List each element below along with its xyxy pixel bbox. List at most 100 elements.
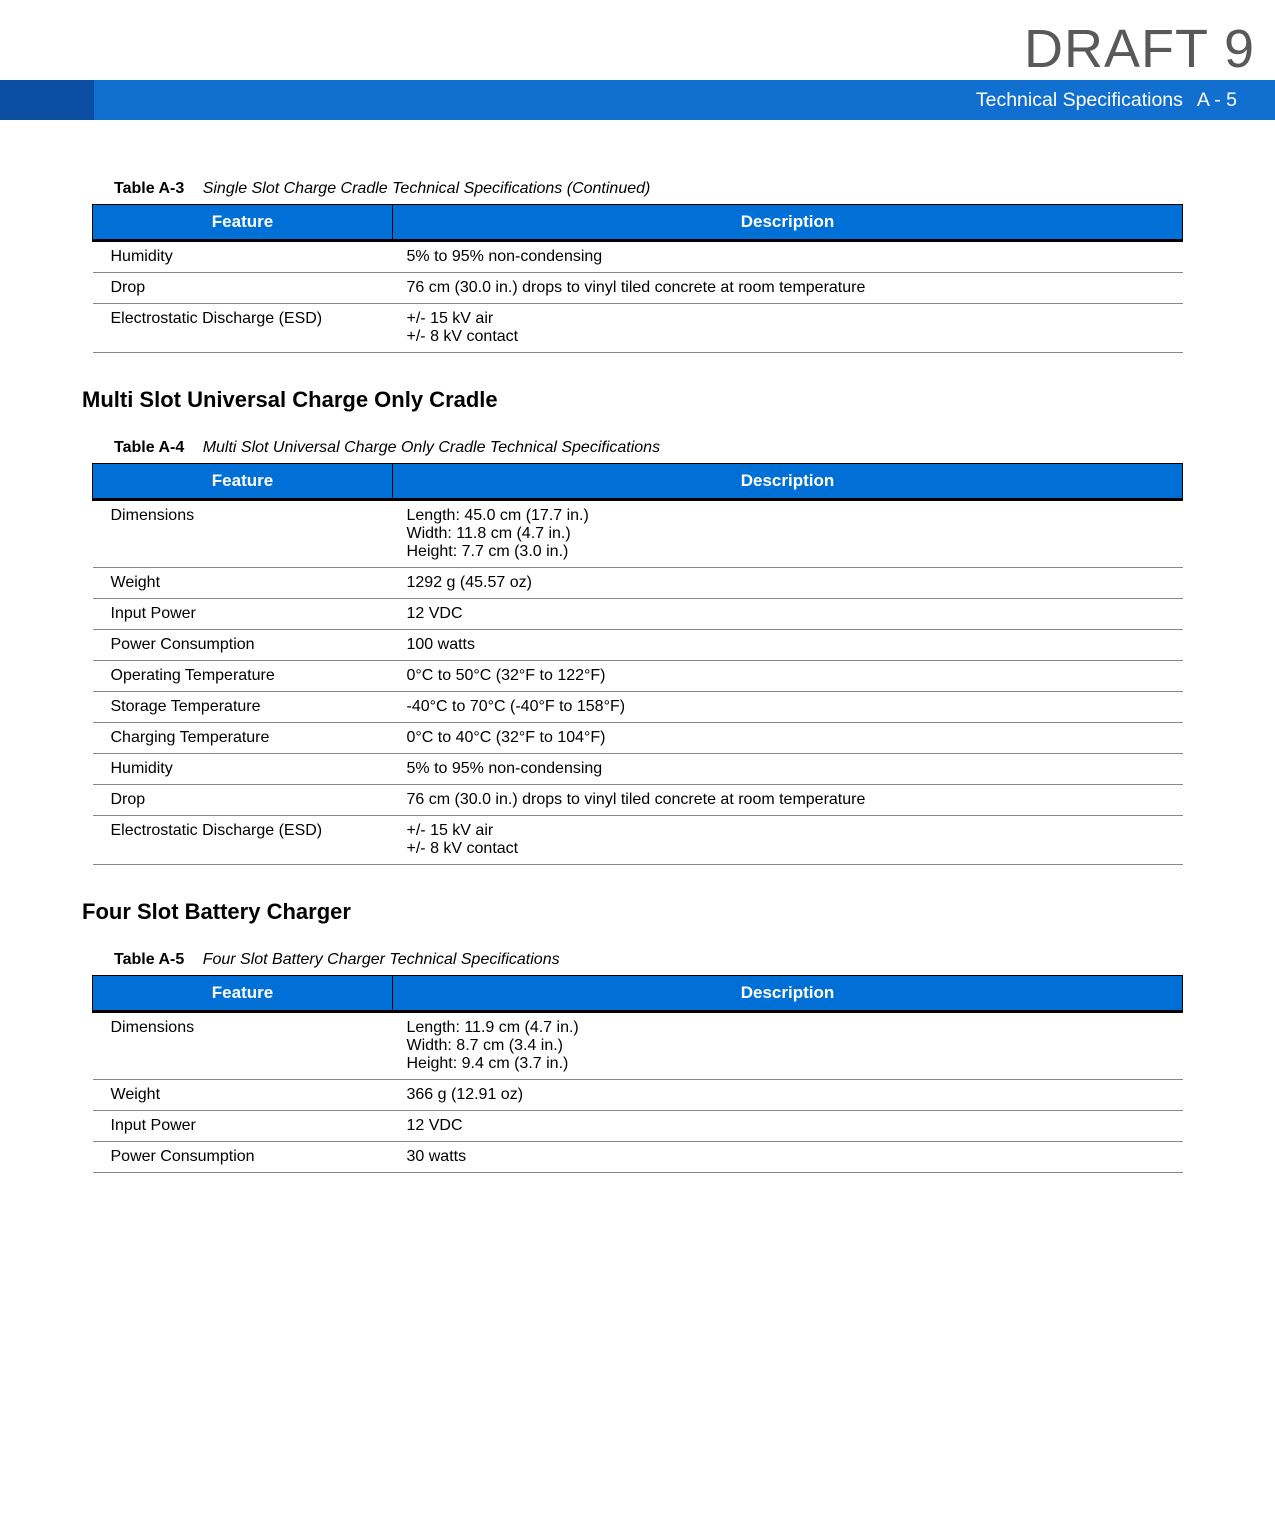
table-a3-col-desc: Description (393, 205, 1183, 241)
table-a5-label: Table A-5 (114, 951, 184, 968)
cell-feature: Dimensions (93, 500, 393, 568)
table-a4-body: DimensionsLength: 45.0 cm (17.7 in.)Widt… (93, 500, 1183, 865)
cell-feature: Input Power (93, 599, 393, 630)
cell-feature: Humidity (93, 754, 393, 785)
draft-watermark: DRAFT 9 (1024, 18, 1255, 80)
table-row: Operating Temperature 0°C to 50°C (32°F t… (93, 661, 1183, 692)
cell-feature: Dimensions (93, 1012, 393, 1080)
section-heading-multislot: Multi Slot Universal Charge Only Cradle (82, 387, 1183, 413)
table-row: Power Consumption 100 watts (93, 630, 1183, 661)
table-row: Drop 76 cm (30.0 in.) drops to vinyl tile… (93, 273, 1183, 304)
table-a5-title: Four Slot Battery Charger Technical Spec… (203, 951, 560, 968)
cell-feature: Storage Temperature (93, 692, 393, 723)
cell-feature: Power Consumption (93, 1142, 393, 1173)
table-a5-caption: Table A-5 Four Slot Battery Charger Tech… (114, 951, 1183, 969)
table-row: Charging Temperature 0°C to 40°C (32°F to… (93, 723, 1183, 754)
cell-feature: Humidity (93, 241, 393, 273)
header-page-number: A - 5 (1197, 89, 1237, 112)
table-a4-caption: Table A-4 Multi Slot Universal Charge On… (114, 439, 1183, 457)
desc-line: 0°C to 40°C (32°F to 104°F) (407, 729, 1173, 747)
cell-feature: Operating Temperature (93, 661, 393, 692)
desc-line: 0°C to 50°C (32°F to 122°F) (407, 667, 1173, 685)
cell-description: 12 VDC (393, 1111, 1183, 1142)
desc-line: 76 cm (30.0 in.) drops to vinyl tiled co… (407, 279, 1173, 297)
desc-line: 12 VDC (407, 1117, 1173, 1135)
cell-feature: Weight (93, 568, 393, 599)
table-row: Drop 76 cm (30.0 in.) drops to vinyl tile… (93, 785, 1183, 816)
table-a3-body: Humidity 5% to 95% non-condensing Drop 76 c… (93, 241, 1183, 353)
desc-line: Height: 9.4 cm (3.7 in.) (407, 1055, 1173, 1073)
desc-line: 100 watts (407, 636, 1173, 654)
table-row: DimensionsLength: 11.9 cm (4.7 in.)Width… (93, 1012, 1183, 1080)
header-accent (0, 80, 94, 120)
table-a5-col-feature: Feature (93, 976, 393, 1012)
cell-description: 5% to 95% non-condensing (393, 241, 1183, 273)
desc-line: Length: 45.0 cm (17.7 in.) (407, 507, 1173, 525)
desc-line: 12 VDC (407, 605, 1173, 623)
table-a4-label: Table A-4 (114, 439, 184, 456)
header-title-area: Technical Specifications A - 5 (94, 80, 1275, 120)
cell-description: 76 cm (30.0 in.) drops to vinyl tiled co… (393, 273, 1183, 304)
table-a3-caption: Table A-3 Single Slot Charge Cradle Tech… (114, 180, 1183, 198)
table-row: Humidity 5% to 95% non-condensing (93, 754, 1183, 785)
cell-feature: Weight (93, 1080, 393, 1111)
cell-description: 0°C to 40°C (32°F to 104°F) (393, 723, 1183, 754)
cell-description: 366 g (12.91 oz) (393, 1080, 1183, 1111)
table-row: Electrostatic Discharge (ESD)+/- 15 kV a… (93, 304, 1183, 353)
table-row: Input Power 12 VDC (93, 599, 1183, 630)
desc-line: +/- 15 kV air (407, 310, 1173, 328)
table-row: Weight 1292 g (45.57 oz) (93, 568, 1183, 599)
table-a4-col-feature: Feature (93, 464, 393, 500)
desc-line: -40°C to 70°C (-40°F to 158°F) (407, 698, 1173, 716)
cell-description: 12 VDC (393, 599, 1183, 630)
table-a4: Feature Description DimensionsLength: 45… (92, 463, 1183, 865)
cell-description: 1292 g (45.57 oz) (393, 568, 1183, 599)
cell-description: 0°C to 50°C (32°F to 122°F) (393, 661, 1183, 692)
desc-line: +/- 8 kV contact (407, 328, 1173, 346)
table-row: Storage Temperature -40°C to 70°C (-40°F … (93, 692, 1183, 723)
cell-description: +/- 15 kV air+/- 8 kV contact (393, 304, 1183, 353)
desc-line: 366 g (12.91 oz) (407, 1086, 1173, 1104)
table-a5-col-desc: Description (393, 976, 1183, 1012)
cell-description: 100 watts (393, 630, 1183, 661)
table-a5: Feature Description Dimensions Length: 11… (92, 975, 1183, 1173)
cell-description: 5% to 95% non-condensing (393, 754, 1183, 785)
cell-feature: Input Power (93, 1111, 393, 1142)
cell-feature: Charging Temperature (93, 723, 393, 754)
table-a3: Feature Description Humidity 5% to 95% no… (92, 204, 1183, 353)
desc-line: 30 watts (407, 1148, 1173, 1166)
cell-feature: Power Consumption (93, 630, 393, 661)
table-row: DimensionsLength: 45.0 cm (17.7 in.)Widt… (93, 500, 1183, 568)
desc-line: Width: 11.8 cm (4.7 in.) (407, 525, 1173, 543)
desc-line: 1292 g (45.57 oz) (407, 574, 1173, 592)
table-a4-title: Multi Slot Universal Charge Only Cradle … (203, 439, 660, 456)
page-content: Table A-3 Single Slot Charge Cradle Tech… (0, 120, 1275, 1247)
table-row: Weight 366 g (12.91 oz) (93, 1080, 1183, 1111)
table-a3-title: Single Slot Charge Cradle Technical Spec… (203, 180, 651, 197)
table-row: Power Consumption 30 watts (93, 1142, 1183, 1173)
desc-line: Height: 7.7 cm (3.0 in.) (407, 543, 1173, 561)
cell-feature: Drop (93, 273, 393, 304)
cell-description: 30 watts (393, 1142, 1183, 1173)
table-row: Input Power 12 VDC (93, 1111, 1183, 1142)
cell-description: +/- 15 kV air+/- 8 kV contact (393, 816, 1183, 865)
desc-line: +/- 15 kV air (407, 822, 1173, 840)
desc-line: +/- 8 kV contact (407, 840, 1173, 858)
cell-description: Length: 45.0 cm (17.7 in.)Width: 11.8 cm… (393, 500, 1183, 568)
table-row: Humidity 5% to 95% non-condensing (93, 241, 1183, 273)
table-a3-col-feature: Feature (93, 205, 393, 241)
desc-line: 76 cm (30.0 in.) drops to vinyl tiled co… (407, 791, 1173, 809)
desc-line: Length: 11.9 cm (4.7 in.) (407, 1019, 1173, 1037)
header-title: Technical Specifications (976, 89, 1183, 112)
section-heading-fourslot: Four Slot Battery Charger (82, 899, 1183, 925)
desc-line: 5% to 95% non-condensing (407, 760, 1173, 778)
desc-line: 5% to 95% non-condensing (407, 248, 1173, 266)
table-a4-col-desc: Description (393, 464, 1183, 500)
cell-description: -40°C to 70°C (-40°F to 158°F) (393, 692, 1183, 723)
table-row: Electrostatic Discharge (ESD)+/- 15 kV a… (93, 816, 1183, 865)
cell-feature: Electrostatic Discharge (ESD) (93, 304, 393, 353)
cell-description: 76 cm (30.0 in.) drops to vinyl tiled co… (393, 785, 1183, 816)
table-a5-body: DimensionsLength: 11.9 cm (4.7 in.)Width… (93, 1012, 1183, 1173)
cell-feature: Drop (93, 785, 393, 816)
page-header-band: Technical Specifications A - 5 (0, 80, 1275, 120)
